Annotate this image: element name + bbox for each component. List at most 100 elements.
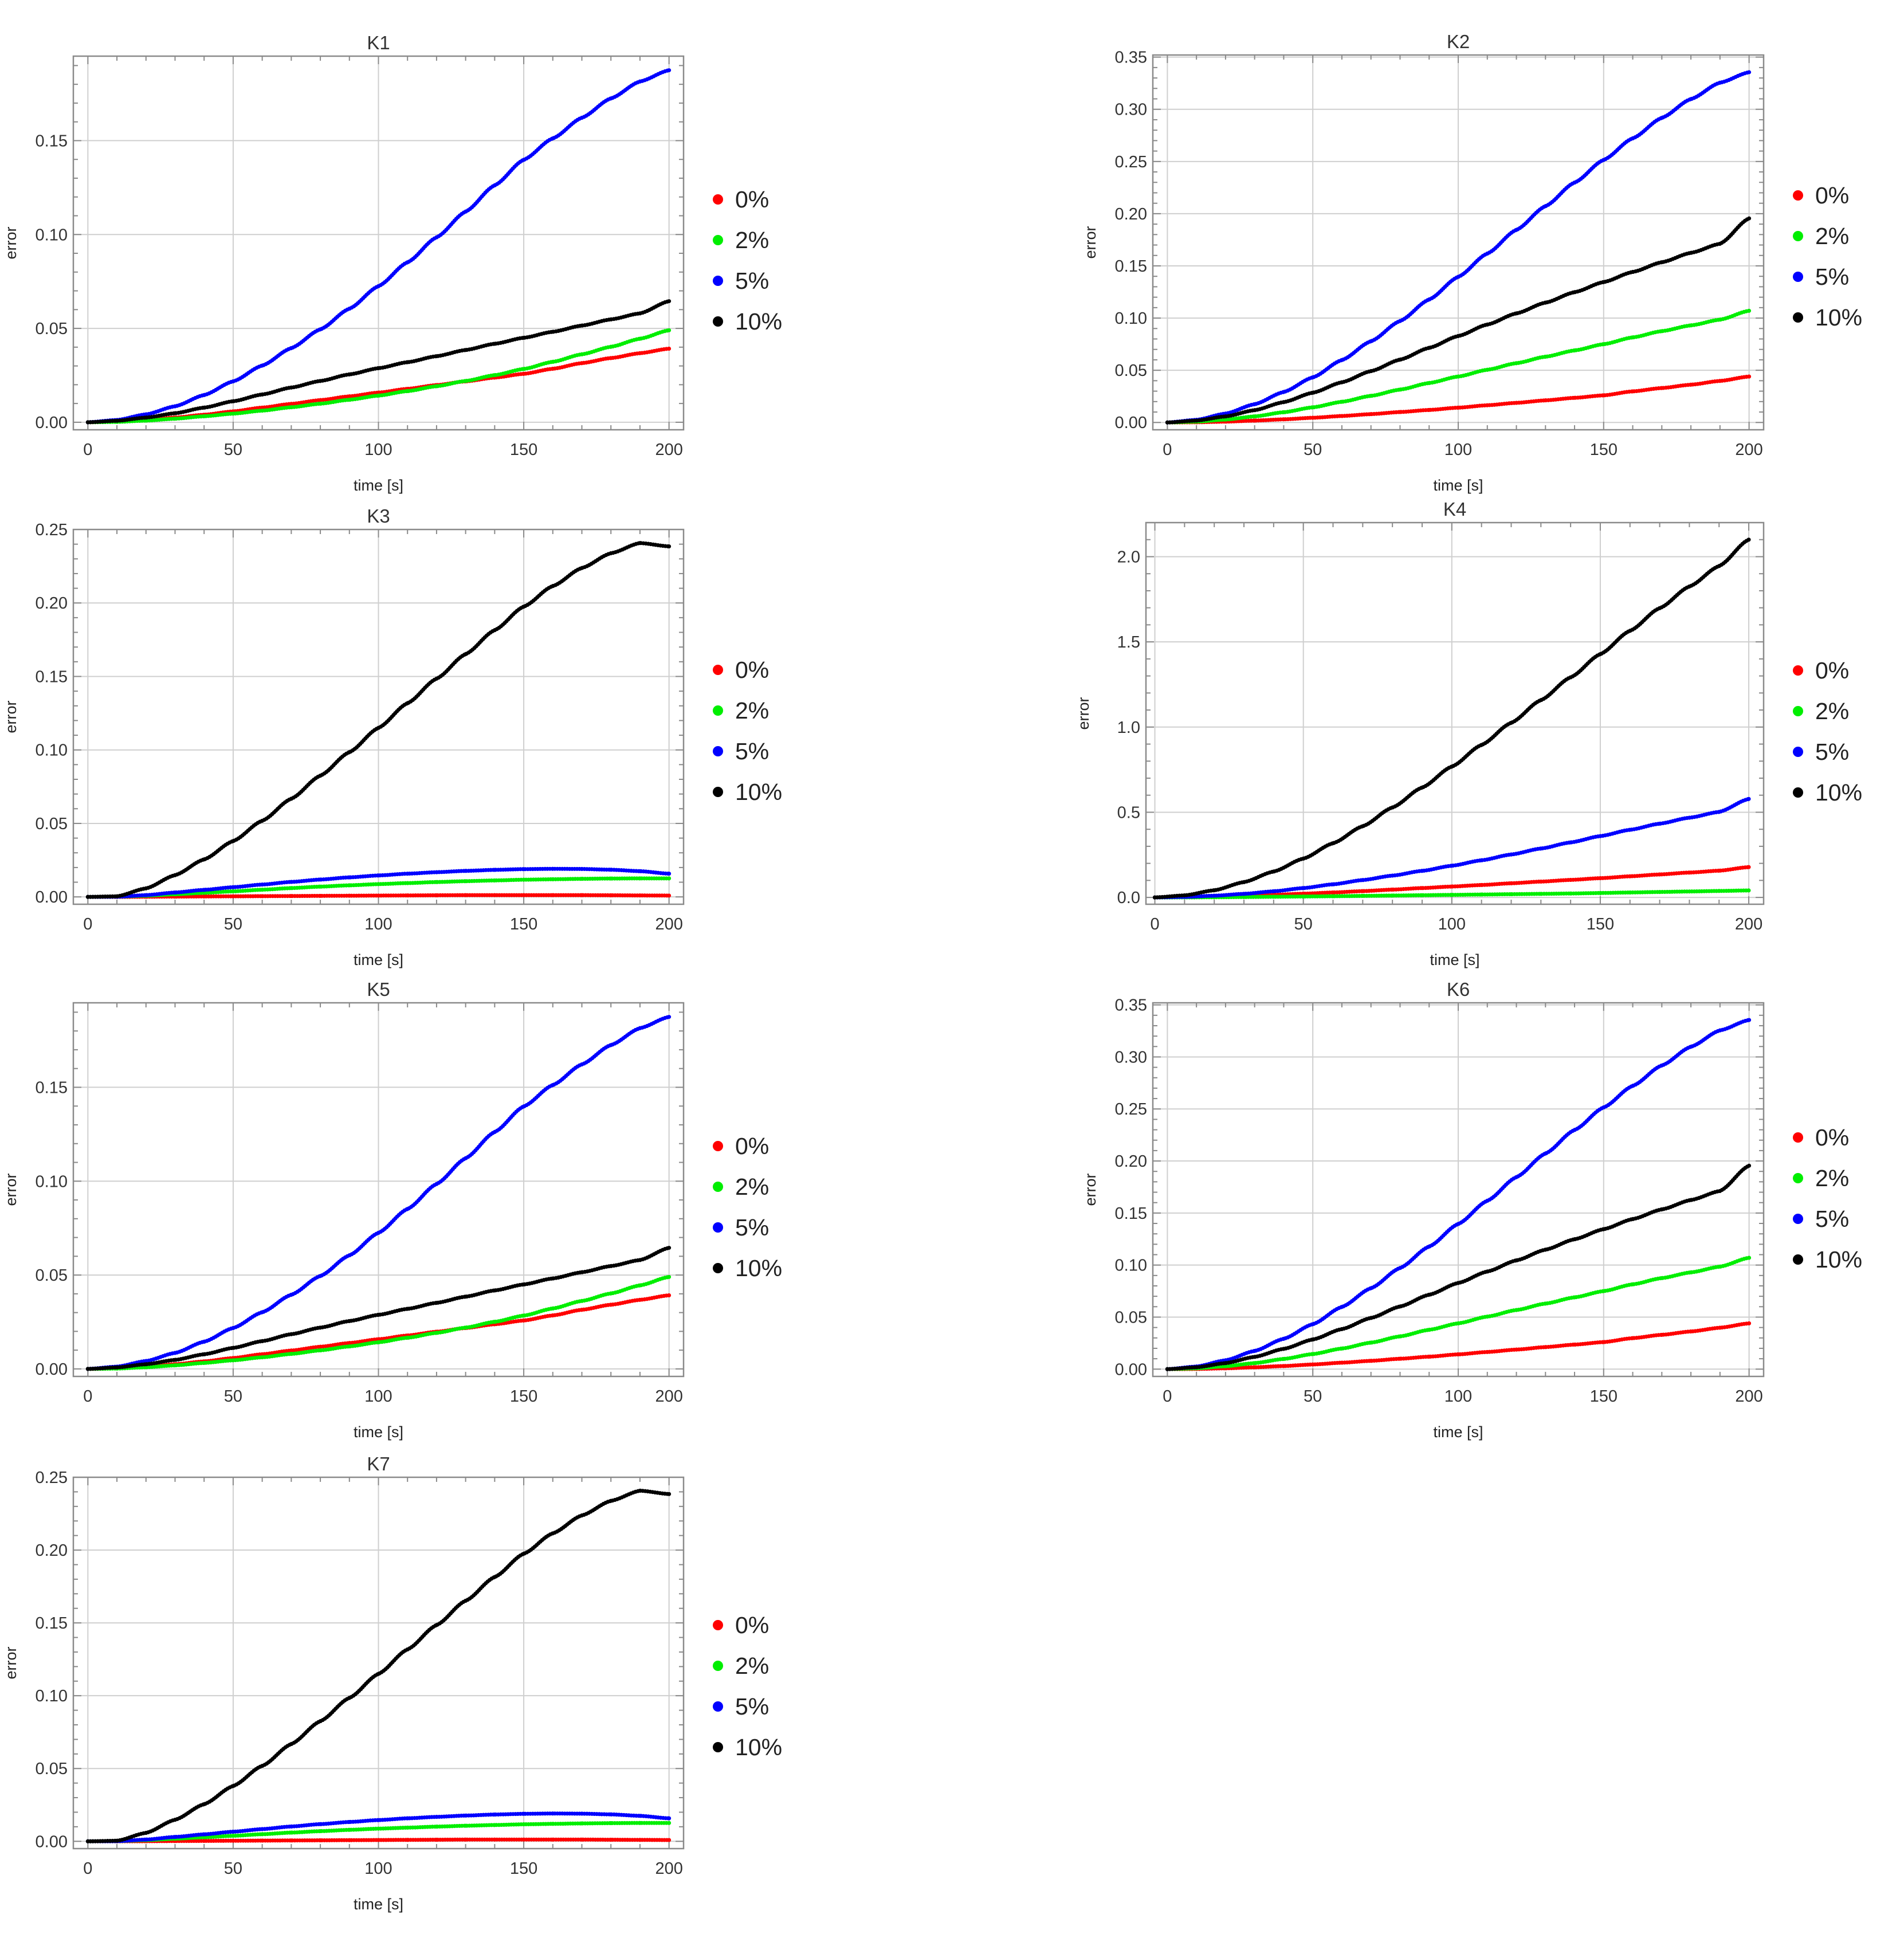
data-point <box>434 870 439 874</box>
data-point <box>1687 584 1691 589</box>
data-point <box>1659 260 1664 265</box>
data-point <box>1631 1084 1635 1088</box>
data-point <box>1689 382 1693 387</box>
data-point <box>376 1838 380 1842</box>
data-point <box>638 1814 642 1818</box>
data-point <box>1281 1364 1286 1368</box>
data-point <box>1631 1217 1635 1221</box>
data-point <box>289 1838 293 1843</box>
y-tick-label: 0.10 <box>36 226 68 244</box>
data-point <box>1718 1325 1722 1330</box>
data-point <box>464 1325 468 1330</box>
y-tick-label: 0.05 <box>1115 362 1147 380</box>
legend-marker <box>1793 1254 1803 1265</box>
data-point <box>1538 846 1543 851</box>
data-point <box>1658 872 1662 877</box>
data-point <box>1568 891 1573 896</box>
data-point <box>289 880 293 884</box>
data-point <box>1242 880 1246 884</box>
data-point <box>609 551 613 556</box>
data-point <box>609 356 613 360</box>
chart-title: K5 <box>367 979 390 1000</box>
data-point <box>1687 870 1691 875</box>
x-tick-label: 0 <box>83 1859 92 1878</box>
legend-label: 10% <box>735 1734 782 1760</box>
legend-marker <box>713 787 723 797</box>
data-point <box>85 420 90 425</box>
data-point <box>1601 280 1606 284</box>
data-point <box>464 1598 468 1603</box>
y-axis-label: error <box>1082 1173 1099 1206</box>
data-point <box>376 1230 380 1235</box>
data-point <box>405 881 410 885</box>
data-point <box>434 1837 439 1842</box>
data-point <box>1568 675 1573 680</box>
data-point <box>1658 821 1662 826</box>
data-point <box>1212 888 1216 893</box>
data-point <box>492 1837 497 1842</box>
data-point <box>580 323 584 328</box>
data-point <box>1456 274 1461 279</box>
data-point <box>464 893 468 897</box>
data-point <box>1717 810 1721 814</box>
data-point <box>521 1551 526 1556</box>
data-point <box>144 415 148 420</box>
data-point <box>492 878 497 882</box>
x-tick-label: 50 <box>224 1859 242 1878</box>
data-point <box>638 893 642 898</box>
data-point <box>231 411 235 416</box>
y-tick-label: 0.35 <box>1115 997 1147 1015</box>
data-point <box>1717 889 1721 893</box>
x-tick-label: 0 <box>1150 915 1159 933</box>
data-point <box>1450 884 1454 889</box>
data-point <box>376 1826 380 1831</box>
data-point <box>1514 1258 1519 1262</box>
legend-label: 5% <box>1815 1206 1849 1232</box>
data-point <box>1659 1063 1664 1068</box>
data-point <box>376 725 380 730</box>
data-point <box>521 1104 526 1109</box>
data-point <box>1301 856 1306 861</box>
data-point <box>1281 1336 1286 1341</box>
legend-marker <box>1793 231 1803 241</box>
data-point <box>434 384 439 389</box>
data-point <box>347 372 352 376</box>
data-point <box>667 1274 672 1279</box>
x-tick-label: 100 <box>364 1859 392 1878</box>
x-tick-label: 200 <box>1735 441 1762 459</box>
data-point <box>405 1307 410 1311</box>
data-point <box>1717 564 1721 568</box>
data-point <box>638 869 642 873</box>
data-point <box>1659 1332 1664 1337</box>
data-point <box>1369 1316 1373 1320</box>
chart-title: K3 <box>367 505 390 527</box>
legend-marker <box>1793 1214 1803 1224</box>
data-point <box>1165 1367 1169 1371</box>
y-tick-label: 0.0 <box>1117 889 1140 907</box>
data-point <box>609 317 613 321</box>
chart-panel-k2: 0 50 100 150 200 0.00 0.05 0.10 0.15 0.20 0.25 0.30… <box>1082 31 1862 494</box>
data-point <box>1747 1321 1752 1325</box>
data-point <box>464 209 468 214</box>
y-tick-label: 0.10 <box>1115 1257 1147 1275</box>
data-point <box>1485 367 1490 372</box>
data-point <box>1427 407 1431 412</box>
data-point <box>1689 97 1693 101</box>
data-point <box>376 1340 380 1344</box>
legend-label: 2% <box>1815 223 1849 249</box>
y-axis-label: error <box>1082 226 1099 258</box>
data-point <box>318 893 323 898</box>
data-point <box>289 886 293 890</box>
data-point <box>1572 1237 1577 1242</box>
data-point <box>1747 216 1752 221</box>
data-point <box>1427 1354 1431 1359</box>
data-point <box>1485 1315 1490 1319</box>
data-point <box>434 1623 439 1627</box>
data-point <box>231 885 235 889</box>
data-point <box>1479 743 1484 747</box>
data-point <box>1369 1359 1373 1363</box>
legend-marker <box>713 1263 723 1273</box>
data-point <box>173 1363 177 1368</box>
data-point <box>376 1818 380 1822</box>
data-point <box>1456 1281 1461 1285</box>
